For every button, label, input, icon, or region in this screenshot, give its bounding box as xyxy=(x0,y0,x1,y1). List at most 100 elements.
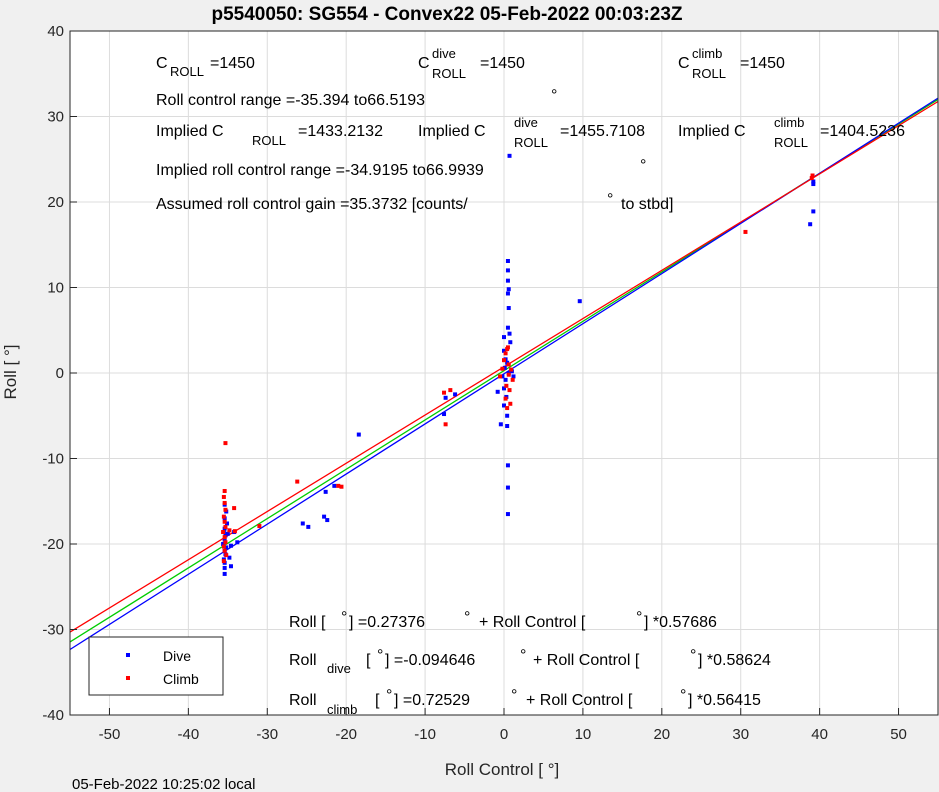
dive-point xyxy=(306,524,311,529)
assumed-gain: Assumed roll control gain =35.3732 [coun… xyxy=(156,196,468,213)
climb-point xyxy=(442,390,447,395)
fit-dive-e: ] *0.58624 xyxy=(698,652,771,669)
c-roll-dive-sup: dive xyxy=(432,46,456,61)
c-roll-climb-sup: climb xyxy=(692,46,722,61)
y-tick-label: 30 xyxy=(47,109,64,126)
dive-point xyxy=(356,432,361,437)
dive-point xyxy=(222,571,227,576)
annotation-implied-c-climb: Implied C climb ROLL =1404.5236 xyxy=(678,115,905,150)
climb-point xyxy=(222,500,227,505)
implied-c-dive-main: Implied C xyxy=(418,123,486,140)
y-tick-label: -20 xyxy=(42,536,64,553)
legend-dive-marker xyxy=(126,653,130,657)
y-tick-label: 10 xyxy=(47,280,64,297)
climb-point xyxy=(221,514,226,519)
dive-point xyxy=(505,424,510,429)
implied-c-dive-value: =1455.7108 xyxy=(560,123,645,140)
fit-all-deg2: ° xyxy=(464,609,470,626)
implied-c-climb-sub: ROLL xyxy=(774,135,808,150)
dive-point xyxy=(505,278,510,283)
fit-dive-deg1: ° xyxy=(377,647,383,664)
dive-point xyxy=(811,182,816,187)
climb-point xyxy=(227,528,232,533)
fit-climb-sub: climb xyxy=(327,702,357,717)
implied-c-value: =1433.2132 xyxy=(298,123,383,140)
fit-all-deg1: ° xyxy=(341,609,347,626)
annotation-c-roll: C ROLL =1450 xyxy=(156,55,255,79)
implied-c-dive-sub: ROLL xyxy=(514,135,548,150)
annotation-c-roll-dive: C dive ROLL =1450 xyxy=(418,46,525,81)
fit-equation-dive: Roll dive [ ° ] =-0.094646 ° + Roll Cont… xyxy=(289,647,771,676)
fit-climb-b: [ xyxy=(375,692,380,709)
climb-point xyxy=(257,524,262,529)
climb-point xyxy=(507,388,512,393)
c-roll-main: C xyxy=(156,55,168,72)
dive-point xyxy=(505,291,510,296)
dive-point xyxy=(235,540,240,545)
fit-all-c: + Roll Control [ xyxy=(479,614,586,631)
footer-timestamp: 05-Feb-2022 10:25:02 local xyxy=(72,776,255,792)
dive-point xyxy=(453,392,458,397)
x-tick-label: 0 xyxy=(500,726,508,743)
implied-c-climb-main: Implied C xyxy=(678,123,746,140)
climb-point xyxy=(222,519,227,524)
implied-c-main: Implied C xyxy=(156,123,224,140)
implied-c-dive-sup: dive xyxy=(514,115,538,130)
dive-point xyxy=(503,377,508,382)
climb-point xyxy=(222,535,227,540)
fit-dive-deg3: ° xyxy=(690,647,696,664)
climb-point xyxy=(223,507,228,512)
c-roll-climb-sub: ROLL xyxy=(692,66,726,81)
x-tick-label: -10 xyxy=(414,726,436,743)
x-tick-label: -30 xyxy=(256,726,278,743)
dive-point xyxy=(511,374,516,379)
y-tick-label: 20 xyxy=(47,194,64,211)
dive-point xyxy=(228,564,233,569)
dive-point xyxy=(502,386,506,391)
x-tick-label: -20 xyxy=(335,726,357,743)
dive-point xyxy=(228,543,233,548)
fit-dive-b: [ xyxy=(366,652,371,669)
dive-point xyxy=(811,209,816,214)
climb-point xyxy=(224,553,229,558)
fit-all-deg3: ° xyxy=(636,609,642,626)
x-axis-label: Roll Control [ °] xyxy=(445,760,560,779)
climb-point xyxy=(503,396,508,401)
implied-c-climb-value: =1404.5236 xyxy=(820,123,905,140)
dive-point xyxy=(577,299,582,304)
dive-point xyxy=(222,537,227,542)
legend: Dive Climb xyxy=(88,636,224,696)
climb-point xyxy=(221,544,226,549)
dive-point xyxy=(225,521,230,526)
dive-point xyxy=(505,413,510,418)
dive-point xyxy=(332,483,337,488)
degree-marker-2: ° xyxy=(640,157,646,174)
dive-point xyxy=(498,422,503,427)
legend-climb-label: Climb xyxy=(163,671,199,687)
dive-point xyxy=(325,518,330,523)
climb-point xyxy=(448,388,453,393)
x-tick-label: 40 xyxy=(811,726,828,743)
dive-point xyxy=(505,268,510,273)
dive-point xyxy=(300,521,305,526)
x-tick-label: 30 xyxy=(732,726,749,743)
assumed-gain-tail: to stbd] xyxy=(621,196,673,213)
climb-point xyxy=(336,483,341,488)
degree-marker-1: ° xyxy=(551,87,557,104)
fit-all-b: ] =0.27376 xyxy=(349,614,425,631)
fit-climb-d: + Roll Control [ xyxy=(526,692,633,709)
dive-point xyxy=(505,485,510,490)
fit-climb-a: Roll xyxy=(289,692,317,709)
fit-dive-deg2: ° xyxy=(520,647,526,664)
climb-point xyxy=(222,548,227,553)
chart-title: p5540050: SG554 - Convex22 05-Feb-2022 0… xyxy=(211,4,682,25)
climb-point xyxy=(221,494,226,499)
implied-c-climb-sup: climb xyxy=(774,115,804,130)
y-tick-label: -40 xyxy=(42,707,64,724)
fit-dive-d: + Roll Control [ xyxy=(533,652,640,669)
c-roll-dive-main: C xyxy=(418,55,430,72)
dive-point xyxy=(224,545,229,550)
dive-point xyxy=(507,153,512,158)
annotation-c-roll-climb: C climb ROLL =1450 xyxy=(678,46,785,81)
dive-point xyxy=(443,395,448,400)
